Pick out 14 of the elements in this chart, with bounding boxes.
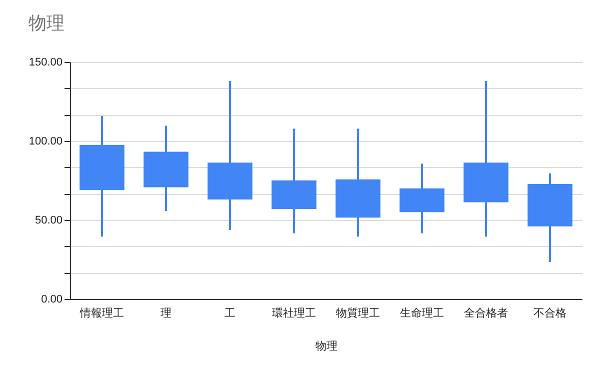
y-tick-label: 0.00 <box>41 294 62 306</box>
x-tick-label: 物質理工 <box>336 306 380 320</box>
y-tick-label: 50.00 <box>34 214 62 226</box>
x-tick-label: 不合格 <box>534 306 566 320</box>
y-tick-label: 150.00 <box>28 56 62 68</box>
x-tick-label: 理 <box>160 308 172 320</box>
x-tick-label: 生命理工 <box>400 306 444 320</box>
x-tick-label: 全合格者 <box>464 306 508 320</box>
y-tick-label: 100.00 <box>28 136 62 148</box>
chart-title: 物理 <box>28 13 64 33</box>
x-tick-label: 環社理工 <box>272 306 316 320</box>
x-tick-label: 情報理工 <box>79 306 124 320</box>
x-axis-title: 物理 <box>316 340 338 352</box>
x-tick-label: 工 <box>224 308 236 320</box>
